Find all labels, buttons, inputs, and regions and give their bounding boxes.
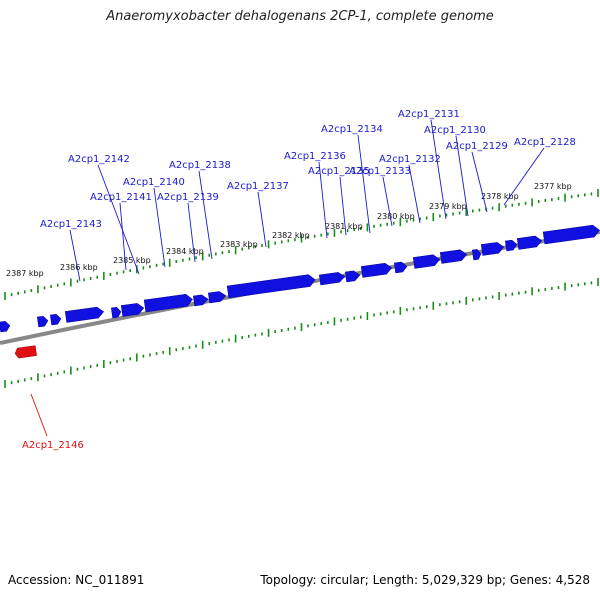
gene-label-forward[interactable]: A2cp1_2139 bbox=[157, 192, 219, 203]
gene-arrow-forward[interactable] bbox=[64, 306, 104, 323]
kbp-label: 2385 kbp bbox=[113, 256, 151, 265]
gene-label-forward[interactable]: A2cp1_2129 bbox=[446, 141, 508, 152]
gene-leader-line bbox=[318, 161, 328, 239]
gene-label-forward[interactable]: A2cp1_2136 bbox=[284, 151, 346, 162]
gene-arrow-forward[interactable] bbox=[542, 224, 600, 245]
gene-arrow-forward[interactable] bbox=[208, 291, 227, 304]
gene-label-forward[interactable]: A2cp1_2135 bbox=[308, 166, 370, 177]
gene-label-reverse[interactable]: A2cp1_2146 bbox=[22, 440, 84, 451]
kbp-label: 2384 kbp bbox=[166, 247, 204, 256]
gene-leader-line bbox=[153, 187, 166, 268]
gene-arrow-forward[interactable] bbox=[505, 239, 518, 252]
kbp-label: 2377 kbp bbox=[534, 182, 572, 191]
kbp-label: 2383 kbp bbox=[220, 240, 258, 249]
gene-leader-line bbox=[455, 135, 469, 217]
gene-label-forward[interactable]: A2cp1_2138 bbox=[169, 160, 231, 171]
gene-label-forward[interactable]: A2cp1_2132 bbox=[379, 154, 441, 165]
gene-label-forward[interactable]: A2cp1_2140 bbox=[123, 177, 185, 188]
gene-arrow-forward[interactable] bbox=[143, 293, 193, 313]
gene-leader-line bbox=[119, 202, 127, 271]
kbp-label-group: 2377 kbp 2378 kbp 2379 kbp 2380 kbp 2381 kbp… bbox=[6, 182, 572, 278]
gene-arrow-forward[interactable] bbox=[360, 262, 393, 278]
gene-arrow-forward[interactable] bbox=[480, 241, 505, 256]
accession-text: Accession: NC_011891 bbox=[8, 573, 145, 587]
gene-arrow-reverse[interactable] bbox=[14, 345, 37, 359]
gene-arrow-forward[interactable] bbox=[0, 320, 11, 333]
gene-leader-line bbox=[97, 164, 140, 275]
gene-leader-line bbox=[187, 202, 196, 263]
gene-leader-line bbox=[382, 176, 393, 227]
gene-label-forward[interactable]: A2cp1_2142 bbox=[68, 154, 130, 165]
tick-track-upper bbox=[4, 189, 599, 300]
gene-arrow-forward[interactable] bbox=[37, 315, 49, 328]
gene-arrow-forward[interactable] bbox=[345, 270, 361, 283]
kbp-label: 2378 kbp bbox=[481, 192, 519, 201]
gene-leader-line bbox=[503, 147, 545, 206]
gene-arrow-forward[interactable] bbox=[319, 272, 346, 286]
gene-leader-line bbox=[408, 164, 421, 224]
kbp-label: 2387 kbp bbox=[6, 269, 44, 278]
gene-label-forward[interactable]: A2cp1_2134 bbox=[321, 124, 383, 135]
kbp-label: 2379 kbp bbox=[429, 202, 467, 211]
gene-arrow-forward[interactable] bbox=[516, 235, 543, 250]
kbp-label: 2380 kbp bbox=[377, 212, 415, 221]
gene-leader-line bbox=[30, 393, 48, 437]
gene-leader-line bbox=[69, 229, 81, 282]
gene-arrow-forward[interactable] bbox=[193, 294, 209, 307]
gene-leader-line bbox=[339, 176, 347, 236]
kbp-label: 2382 kbp bbox=[272, 231, 310, 240]
gene-label-forward[interactable]: A2cp1_2137 bbox=[227, 181, 289, 192]
gene-leader-line bbox=[357, 134, 371, 234]
gene-arrow-forward[interactable] bbox=[50, 313, 62, 326]
gene-label-forward[interactable]: A2cp1_2128 bbox=[514, 137, 576, 148]
gene-label-forward[interactable]: A2cp1_2131 bbox=[398, 109, 460, 120]
gene-leader-line bbox=[430, 119, 447, 220]
gene-arrow-forward[interactable] bbox=[111, 307, 122, 319]
gene-label-group: A2cp1_2128 A2cp1_2129 A2cp1_2130 A2cp1_2131… bbox=[22, 109, 576, 451]
gene-arrow-group bbox=[0, 224, 600, 359]
gene-label-forward[interactable]: A2cp1_2143 bbox=[40, 219, 102, 230]
genome-stats-text: Topology: circular; Length: 5,029,329 bp… bbox=[260, 573, 590, 587]
kbp-label: 2381 kbp bbox=[325, 222, 363, 231]
gene-arrow-forward[interactable] bbox=[120, 302, 145, 317]
map-title: Anaeromyxobacter dehalogenans 2CP-1, com… bbox=[106, 9, 494, 24]
gene-arrow-forward[interactable] bbox=[226, 274, 316, 299]
gene-label-forward[interactable]: A2cp1_2141 bbox=[90, 192, 152, 203]
gene-arrow-forward[interactable] bbox=[412, 254, 441, 269]
gene-label-forward[interactable]: A2cp1_2133 bbox=[349, 166, 411, 177]
gene-leader-line bbox=[257, 191, 267, 248]
gene-leader-group bbox=[30, 119, 545, 437]
gene-leader-line bbox=[198, 170, 213, 260]
gene-arrow-forward[interactable] bbox=[472, 249, 482, 261]
tick-track-lower bbox=[4, 278, 599, 388]
gene-arrow-forward[interactable] bbox=[439, 249, 468, 264]
gene-label-forward[interactable]: A2cp1_2130 bbox=[424, 125, 486, 136]
gene-arrow-forward[interactable] bbox=[394, 261, 408, 274]
gene-leader-line bbox=[471, 151, 488, 213]
kbp-label: 2386 kbp bbox=[60, 263, 98, 272]
